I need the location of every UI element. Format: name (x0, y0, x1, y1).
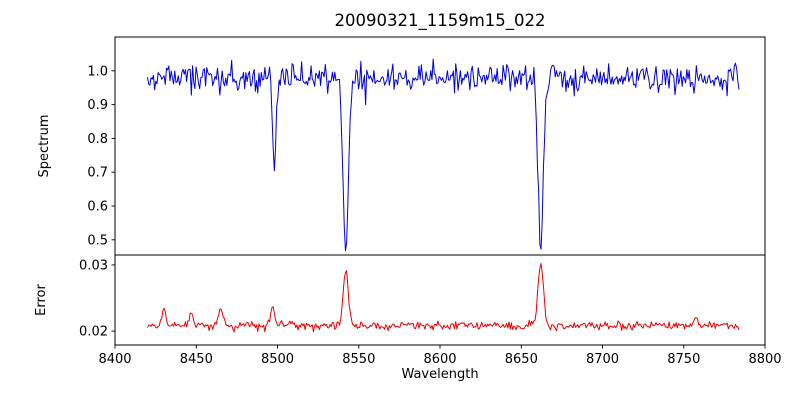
spectrum-y-tick-label: 0.8 (87, 132, 108, 147)
error-axes-border (114, 254, 766, 346)
spectrum-y-tick-label: 1.0 (87, 64, 108, 79)
x-tick-label: 8550 (342, 352, 375, 367)
error-line (147, 263, 740, 333)
x-tick-label: 8750 (667, 352, 700, 367)
x-tick-label: 8700 (586, 352, 619, 367)
x-axis-label: Wavelength (401, 367, 478, 382)
error-y-tick-label: 0.03 (79, 258, 108, 273)
x-tick-label: 8650 (505, 352, 538, 367)
chart-title: 20090321_1159m15_022 (334, 11, 545, 31)
spectrum-axes-border (114, 36, 766, 256)
x-tick-label: 8450 (180, 352, 213, 367)
spectrum-y-tick-label: 0.6 (87, 200, 108, 215)
error-panel: 0.02 0.03 8400 8450 8500 8550 8600 8650 8700 8750… (79, 254, 782, 367)
spectrum-y-tick-label: 0.9 (87, 98, 108, 113)
spectrum-y-tick-label: 0.5 (87, 233, 108, 248)
error-y-tick-label: 0.02 (79, 325, 108, 340)
spectrum-y-axis-label: Spectrum (37, 115, 52, 178)
x-tick-label: 8400 (98, 352, 131, 367)
x-tick-label: 8600 (423, 352, 456, 367)
x-tick-label: 8800 (748, 352, 781, 367)
error-y-axis-label: Error (34, 284, 49, 316)
spectrum-panel: 0.5 0.6 0.7 0.8 0.9 1.0 (87, 36, 766, 256)
spectrum-line (147, 58, 740, 252)
spectrum-y-tick-label: 0.7 (87, 166, 108, 181)
x-tick-label: 8500 (261, 352, 294, 367)
